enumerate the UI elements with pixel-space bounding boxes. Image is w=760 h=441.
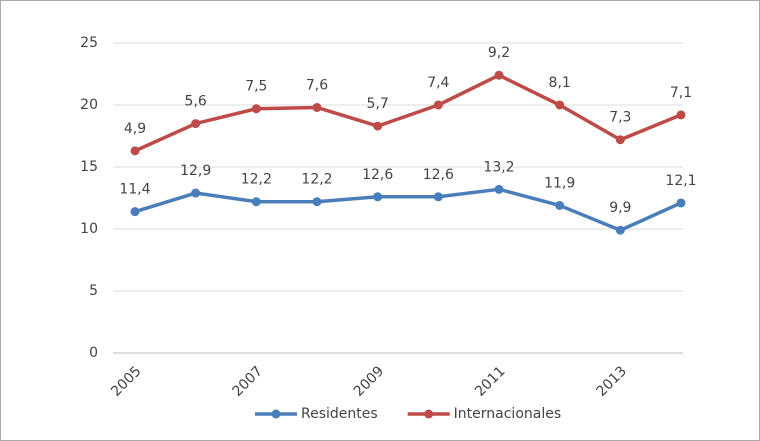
data-label: 7,1 xyxy=(670,85,692,101)
data-label: 9,9 xyxy=(609,200,631,216)
marker xyxy=(615,225,625,235)
data-label: 12,1 xyxy=(665,173,696,189)
marker xyxy=(555,100,565,110)
marker xyxy=(251,104,261,114)
series-line xyxy=(134,73,682,153)
marker xyxy=(615,135,625,145)
marker xyxy=(251,197,261,207)
data-label: 7,4 xyxy=(427,75,449,91)
data-label: 12,6 xyxy=(423,167,454,183)
y-tick-label: 10 xyxy=(80,221,98,237)
data-label: 8,1 xyxy=(549,75,571,91)
marker xyxy=(494,184,504,194)
y-tick-label: 15 xyxy=(80,159,98,175)
data-label: 5,6 xyxy=(185,94,207,110)
data-label: 13,2 xyxy=(483,159,514,175)
data-label: 12,9 xyxy=(180,163,211,179)
marker xyxy=(555,200,565,210)
marker xyxy=(494,70,504,80)
y-tick-label: 25 xyxy=(80,35,98,51)
data-label: 12,6 xyxy=(362,167,393,183)
marker xyxy=(676,198,686,208)
legend-label: Residentes xyxy=(301,406,378,422)
y-tick-label: 20 xyxy=(80,97,98,113)
data-label: 5,7 xyxy=(367,96,389,112)
marker xyxy=(373,121,383,131)
legend-marker xyxy=(424,409,434,419)
legend-label: Internacionales xyxy=(454,406,561,422)
marker xyxy=(433,192,443,202)
marker xyxy=(130,146,140,156)
data-label: 12,2 xyxy=(301,172,332,188)
marker xyxy=(191,119,201,129)
data-label: 7,6 xyxy=(306,77,328,93)
data-label: 9,2 xyxy=(488,45,510,61)
y-tick-label: 0 xyxy=(89,345,98,361)
marker xyxy=(130,207,140,217)
series-line xyxy=(134,187,682,232)
marker xyxy=(373,192,383,202)
marker xyxy=(676,110,686,120)
data-label: 4,9 xyxy=(124,121,146,137)
marker xyxy=(312,102,322,112)
data-label: 11,9 xyxy=(544,175,575,191)
marker xyxy=(312,197,322,207)
data-label: 7,3 xyxy=(609,110,631,126)
data-label: 12,2 xyxy=(241,172,272,188)
marker xyxy=(191,188,201,198)
legend-marker xyxy=(271,409,281,419)
data-label: 7,5 xyxy=(245,79,267,95)
marker xyxy=(433,100,443,110)
y-tick-label: 5 xyxy=(89,283,98,299)
data-label: 11,4 xyxy=(119,182,150,198)
